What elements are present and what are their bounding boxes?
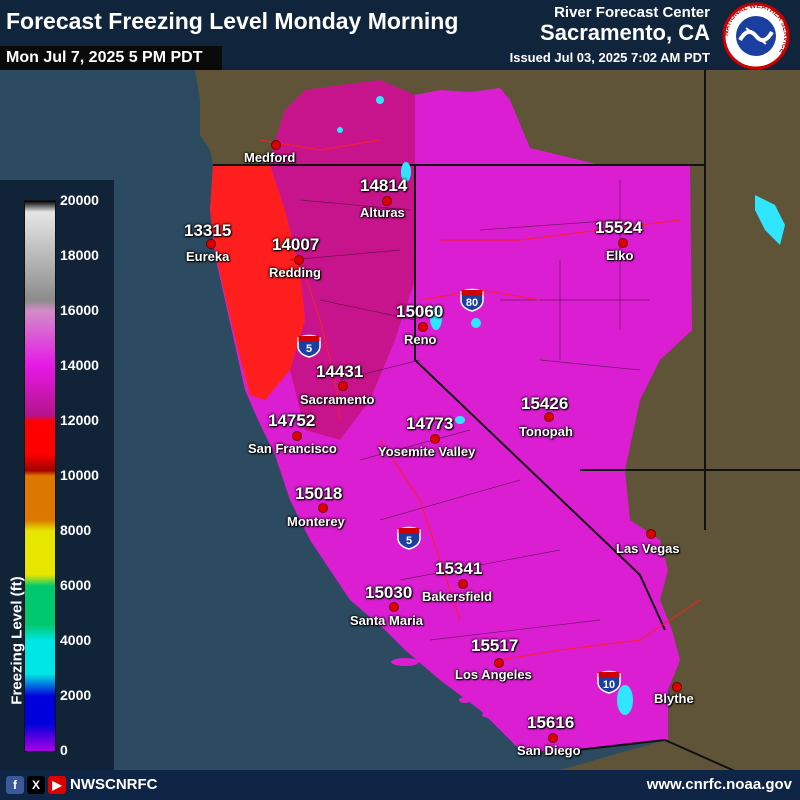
city-dot — [672, 682, 682, 692]
freezing-level-value: 14007 — [272, 235, 320, 254]
city-name: Elko — [606, 248, 634, 263]
freezing-level-value: 14814 — [360, 176, 408, 195]
city-dot — [292, 431, 302, 441]
map-title: Forecast Freezing Level Monday Morning — [6, 8, 459, 34]
city-name: Los Angeles — [455, 667, 532, 682]
agency-name: River Forecast Center — [554, 4, 710, 21]
legend-title: Freezing Level (ft) — [8, 576, 26, 705]
interstate-shield-icon: 5 — [397, 526, 421, 550]
city-dot — [294, 255, 304, 265]
legend-tick: 6000 — [60, 577, 92, 593]
city-name: San Diego — [517, 743, 581, 758]
city-name: Medford — [244, 150, 296, 165]
city-dot — [544, 412, 554, 422]
youtube-icon[interactable]: ▶ — [48, 776, 66, 794]
nws-logo: NATIONAL WEATHER SERVICE — [722, 2, 790, 70]
legend-tick: 14000 — [60, 357, 99, 373]
freezing-level-value: 15018 — [295, 484, 343, 503]
x-icon[interactable]: X — [27, 776, 45, 794]
freezing-level-value: 15060 — [396, 302, 444, 321]
interstate-shield-icon: 5 — [297, 334, 321, 358]
freezing-level-value: 15524 — [595, 218, 643, 237]
city-name: Las Vegas — [616, 541, 680, 556]
city-name: Alturas — [360, 205, 405, 220]
legend-tick: 16000 — [60, 302, 99, 318]
svg-text:5: 5 — [406, 535, 412, 547]
city-dot — [338, 381, 348, 391]
city-name: Sacramento — [300, 392, 375, 407]
website-link[interactable]: www.cnrfc.noaa.gov — [646, 776, 792, 793]
city-dot — [548, 733, 558, 743]
city-name: Santa Maria — [350, 613, 423, 628]
city-name: Redding — [269, 265, 321, 280]
city-name: Monterey — [287, 514, 345, 529]
city-dot — [430, 434, 440, 444]
legend-tick: 4000 — [60, 632, 92, 648]
city-dot — [382, 196, 392, 206]
lakes — [337, 96, 785, 715]
city-dot — [494, 658, 504, 668]
header-bar: Forecast Freezing Level Monday Morning M… — [0, 0, 800, 70]
city-dot — [458, 579, 468, 589]
legend-tick: 18000 — [60, 247, 99, 263]
freezing-level-value: 15341 — [435, 559, 483, 578]
freezing-level-value: 15426 — [521, 394, 569, 413]
legend-tick: 20000 — [60, 192, 99, 208]
legend-tick: 2000 — [60, 687, 92, 703]
freezing-level-value: 15616 — [527, 713, 575, 732]
freezing-level-value: 15517 — [471, 636, 519, 655]
city-name: Blythe — [654, 691, 694, 706]
color-ramp — [24, 200, 56, 752]
color-legend: 20000 18000 16000 14000 12000 10000 8000 6000 40… — [0, 180, 114, 770]
office-location: Sacramento, CA — [540, 20, 710, 45]
red-zone — [210, 165, 305, 400]
social-handle[interactable]: NWSCNRFC — [70, 776, 158, 793]
legend-tick: 0 — [60, 742, 68, 758]
social-icons: f X ▶ — [6, 776, 66, 794]
city-dot — [646, 529, 656, 539]
dark-zone — [270, 165, 415, 440]
legend-tick: 12000 — [60, 412, 99, 428]
city-name: Eureka — [186, 249, 230, 264]
facebook-icon[interactable]: f — [6, 776, 24, 794]
city-dot — [389, 602, 399, 612]
city-dot — [206, 239, 216, 249]
city-name: San Francisco — [248, 441, 337, 456]
city-name: Tonopah — [519, 424, 573, 439]
city-dot — [271, 140, 281, 150]
valid-time: Mon Jul 7, 2025 5 PM PDT — [0, 46, 222, 70]
svg-text:5: 5 — [306, 343, 312, 355]
city-name: Bakersfield — [422, 589, 493, 604]
channel-islands — [391, 656, 498, 718]
interstate-shield-icon: 80 — [460, 288, 484, 312]
interstate-shield-icon: 10 — [597, 670, 621, 694]
freezing-level-value: 14431 — [316, 362, 364, 381]
city-name: Reno — [404, 332, 437, 347]
county-lines — [289, 180, 650, 641]
city-dot — [618, 238, 628, 248]
legend-tick: 8000 — [60, 522, 92, 538]
freezing-level-value: 15030 — [365, 583, 413, 602]
city-name: Yosemite Valley — [378, 444, 476, 459]
footer-bar: f X ▶ NWSCNRFC www.cnrfc.noaa.gov — [0, 770, 800, 800]
svg-text:10: 10 — [603, 679, 615, 691]
issued-time: Issued Jul 03, 2025 7:02 AM PDT — [509, 50, 710, 65]
city-dot — [418, 322, 428, 332]
legend-tick: 10000 — [60, 467, 99, 483]
freezing-level-value: 14773 — [406, 414, 454, 433]
svg-text:80: 80 — [466, 297, 478, 309]
city-dot — [318, 503, 328, 513]
freezing-level-value: 13315 — [184, 221, 232, 240]
freezing-level-value: 14752 — [268, 411, 316, 430]
